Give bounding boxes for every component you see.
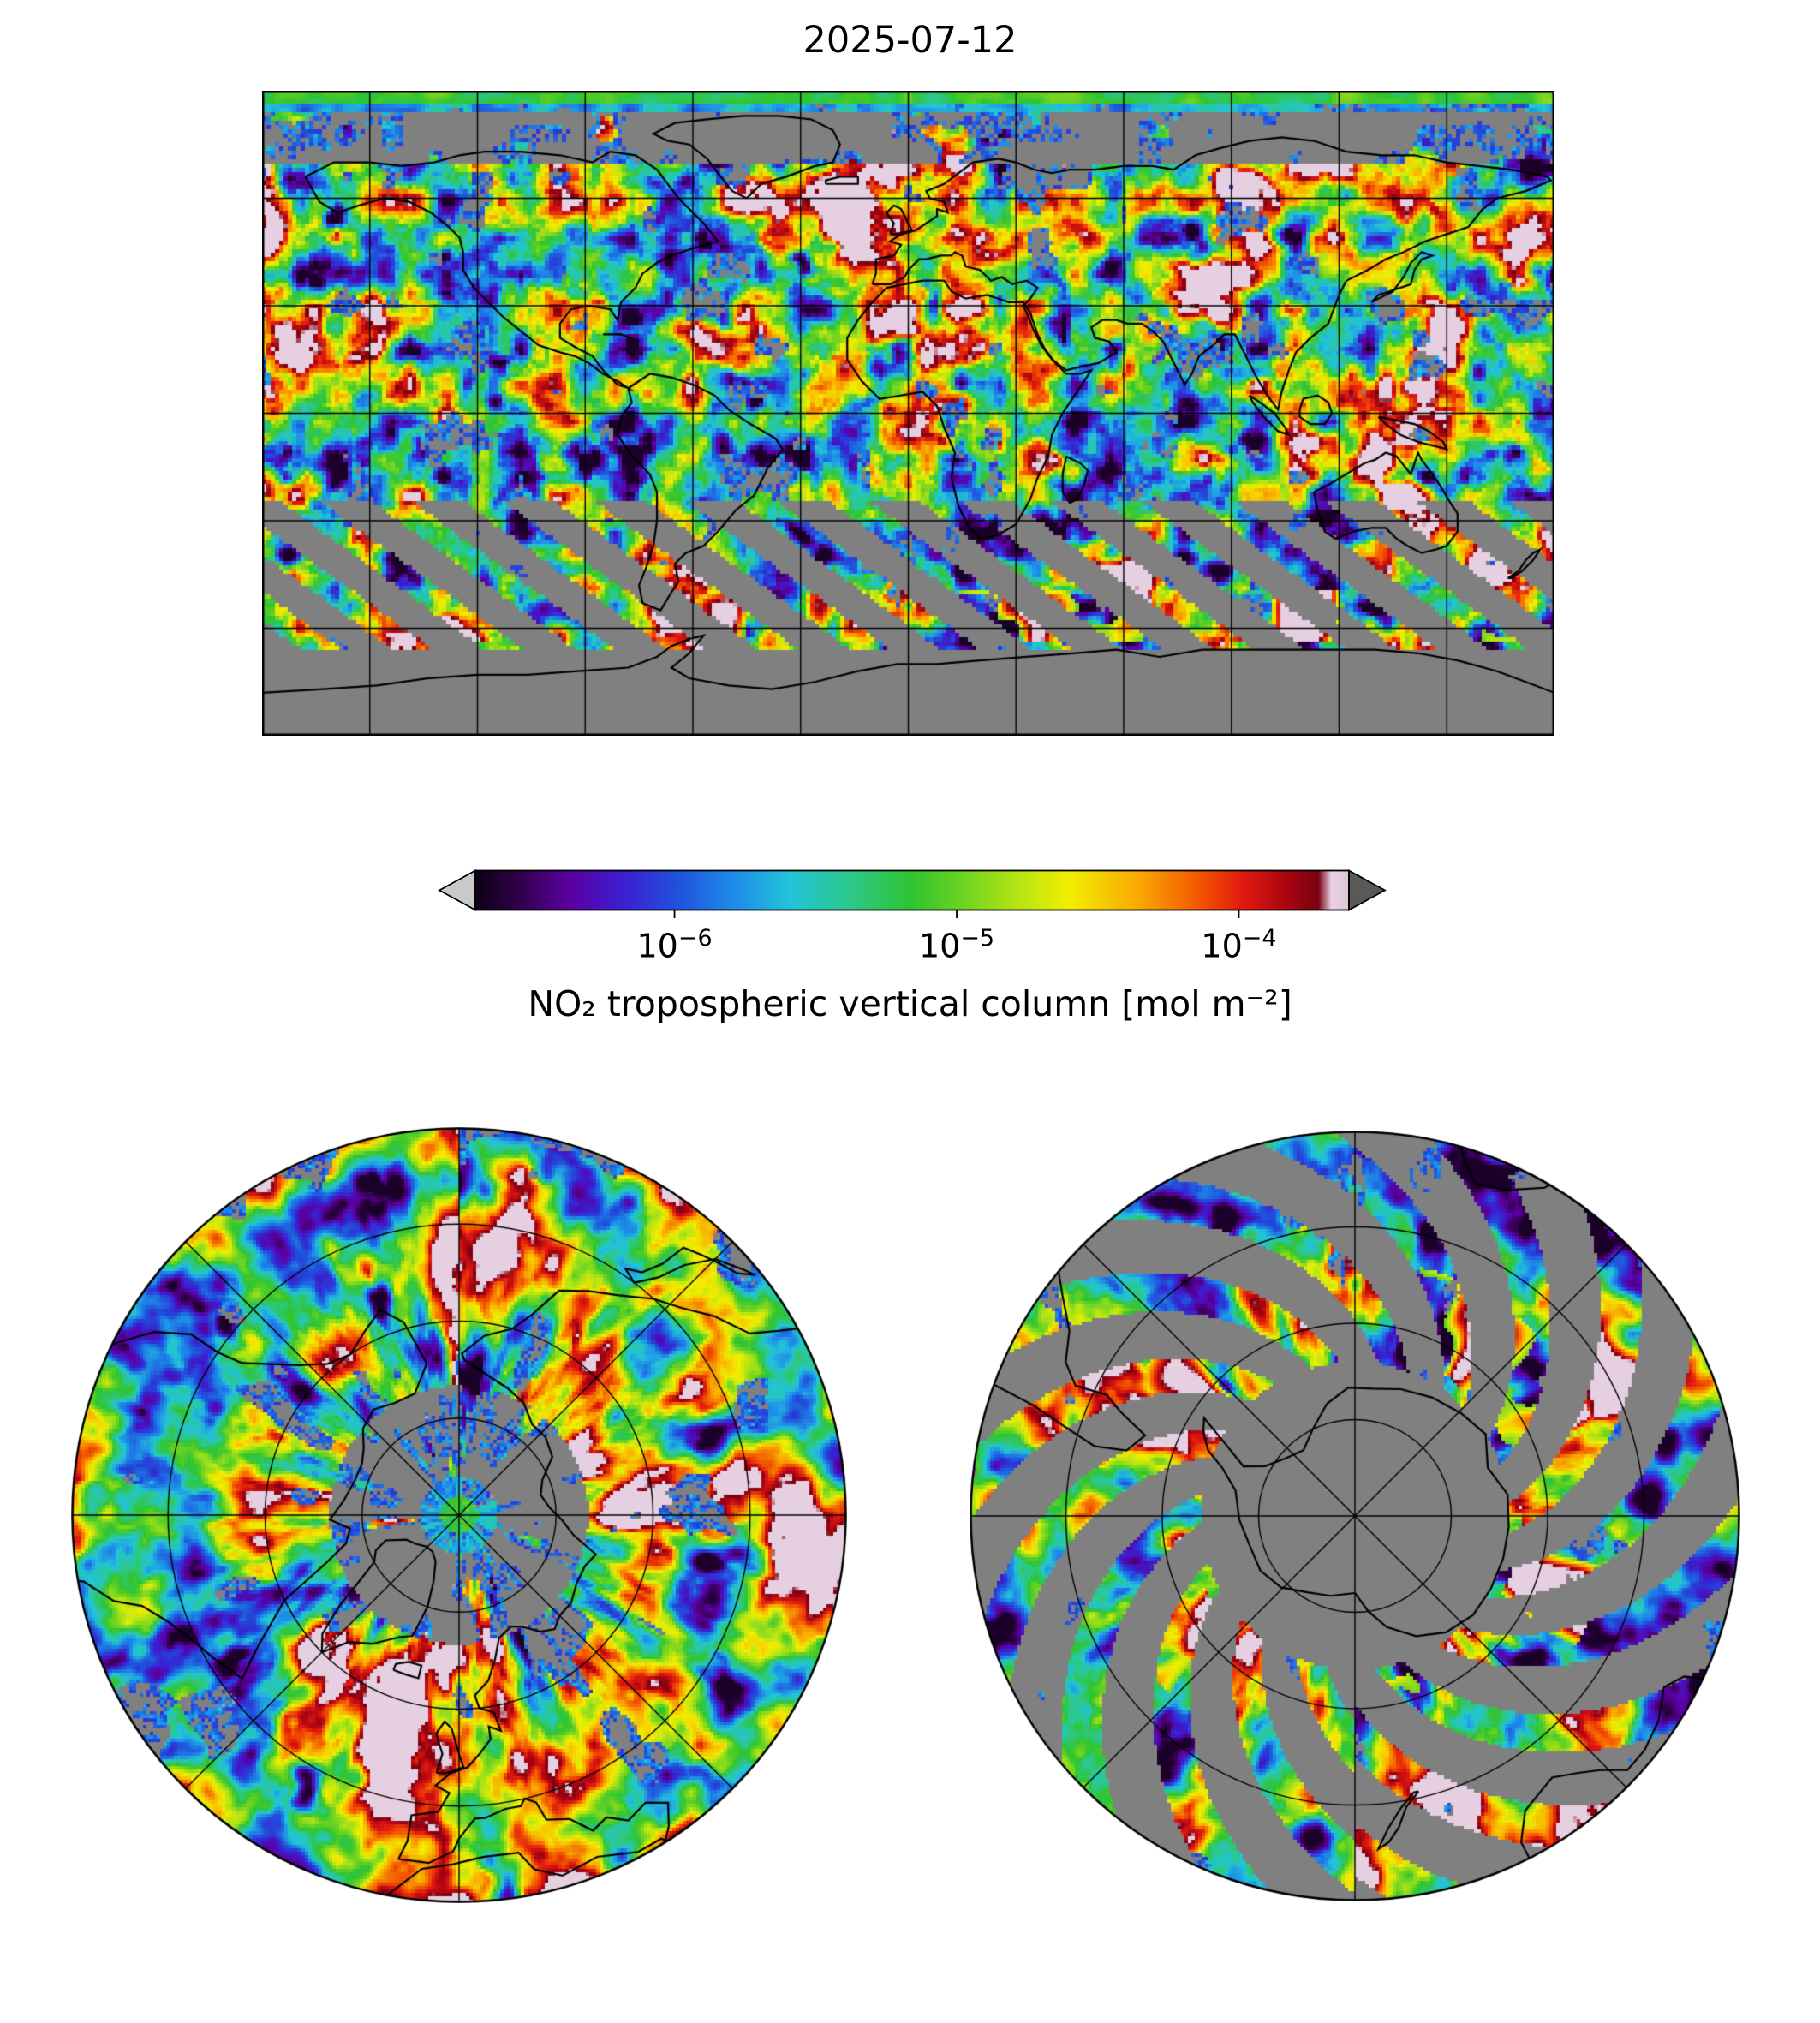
colorbar-label: NO₂ tropospheric vertical column [mol m⁻… [528, 983, 1292, 1024]
north-polar-map-canvas [71, 1127, 847, 1903]
colorbar-tick-label: 10−4 [1201, 925, 1277, 965]
colorbar-over-arrow [1348, 869, 1387, 912]
south-polar-map-canvas [970, 1131, 1740, 1901]
global-map-canvas [262, 91, 1554, 736]
colorbar [438, 869, 1387, 918]
colorbar-under-arrow [438, 869, 476, 912]
colorbar-gradient-bar [474, 869, 1350, 911]
colorbar-tick-label: 10−6 [636, 925, 713, 965]
colorbar-tick-label: 10−5 [918, 925, 995, 965]
colorbar-ticks [673, 910, 1240, 918]
figure-title: 2025-07-12 [803, 19, 1017, 62]
